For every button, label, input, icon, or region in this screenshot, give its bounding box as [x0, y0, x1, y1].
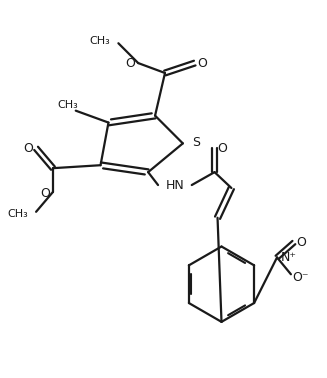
Text: N⁺: N⁺: [281, 251, 297, 264]
Text: O: O: [198, 57, 208, 70]
Text: CH₃: CH₃: [58, 100, 78, 110]
Text: O: O: [125, 57, 135, 70]
Text: O⁻: O⁻: [293, 271, 309, 284]
Text: S: S: [192, 136, 200, 149]
Text: O: O: [40, 187, 50, 200]
Text: O: O: [296, 236, 306, 249]
Text: CH₃: CH₃: [8, 209, 28, 219]
Text: HN: HN: [165, 178, 184, 192]
Text: O: O: [217, 142, 228, 155]
Text: O: O: [23, 142, 33, 155]
Text: CH₃: CH₃: [90, 36, 111, 46]
